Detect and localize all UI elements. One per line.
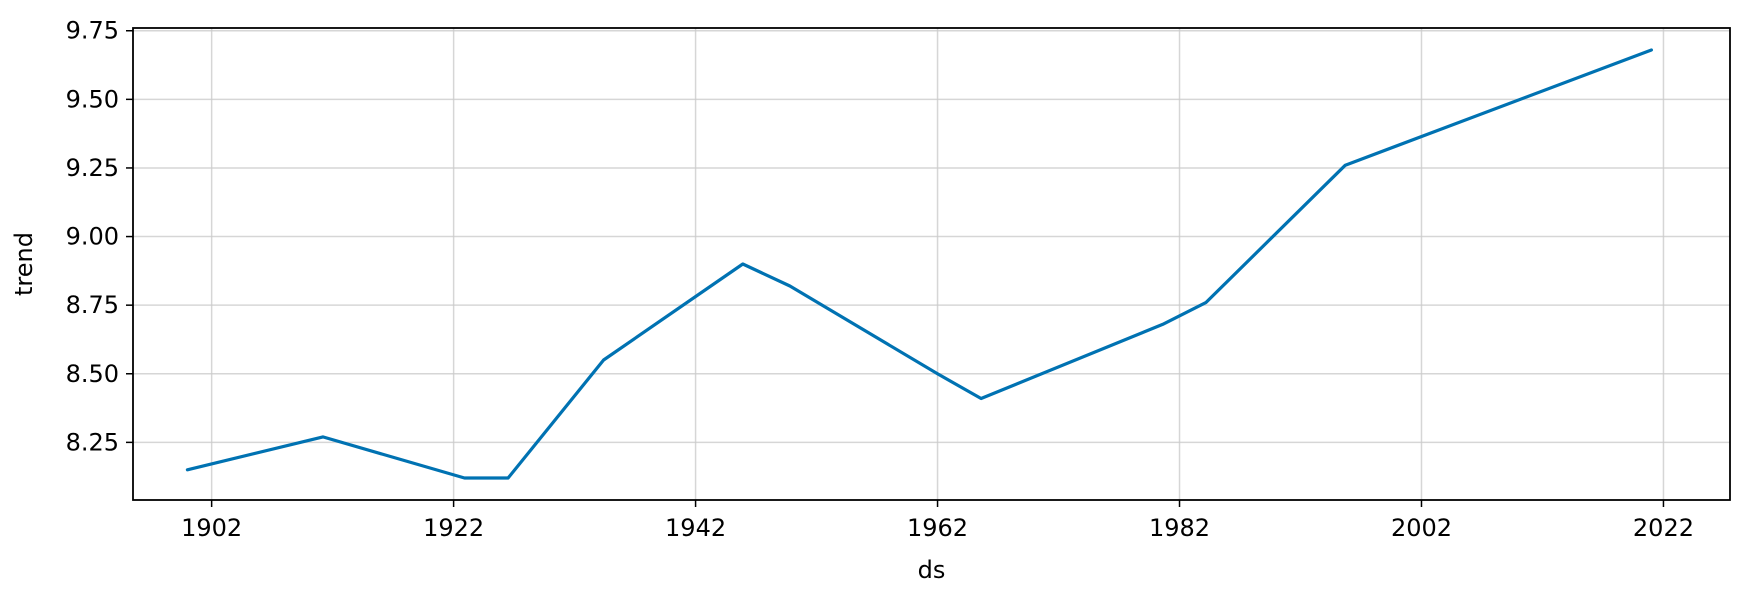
y-axis-ticks: 8.25 8.50 8.75 9.00 9.25 9.50 9.75 — [66, 17, 133, 457]
series-layer — [187, 50, 1651, 478]
x-tick-label: 1942 — [665, 514, 726, 542]
y-tick-label: 8.50 — [66, 360, 119, 388]
x-tick-label: 1922 — [423, 514, 484, 542]
x-tick-label: 2022 — [1633, 514, 1694, 542]
x-axis-label: ds — [918, 556, 946, 584]
y-tick-label: 9.25 — [66, 154, 119, 182]
y-gridlines — [133, 31, 1730, 443]
y-tick-label: 9.00 — [66, 223, 119, 251]
x-tick-label: 1982 — [1149, 514, 1210, 542]
x-tick-label: 1902 — [181, 514, 242, 542]
x-axis-ticks: 1902 1922 1942 1962 1982 2002 2022 — [181, 500, 1694, 542]
y-tick-label: 8.25 — [66, 428, 119, 456]
trend-series-line — [187, 50, 1651, 478]
x-tick-label: 1962 — [907, 514, 968, 542]
y-tick-label: 8.75 — [66, 291, 119, 319]
y-tick-label: 9.50 — [66, 85, 119, 113]
y-axis-label: trend — [10, 232, 38, 296]
y-tick-label: 9.75 — [66, 17, 119, 45]
x-tick-label: 2002 — [1391, 514, 1452, 542]
